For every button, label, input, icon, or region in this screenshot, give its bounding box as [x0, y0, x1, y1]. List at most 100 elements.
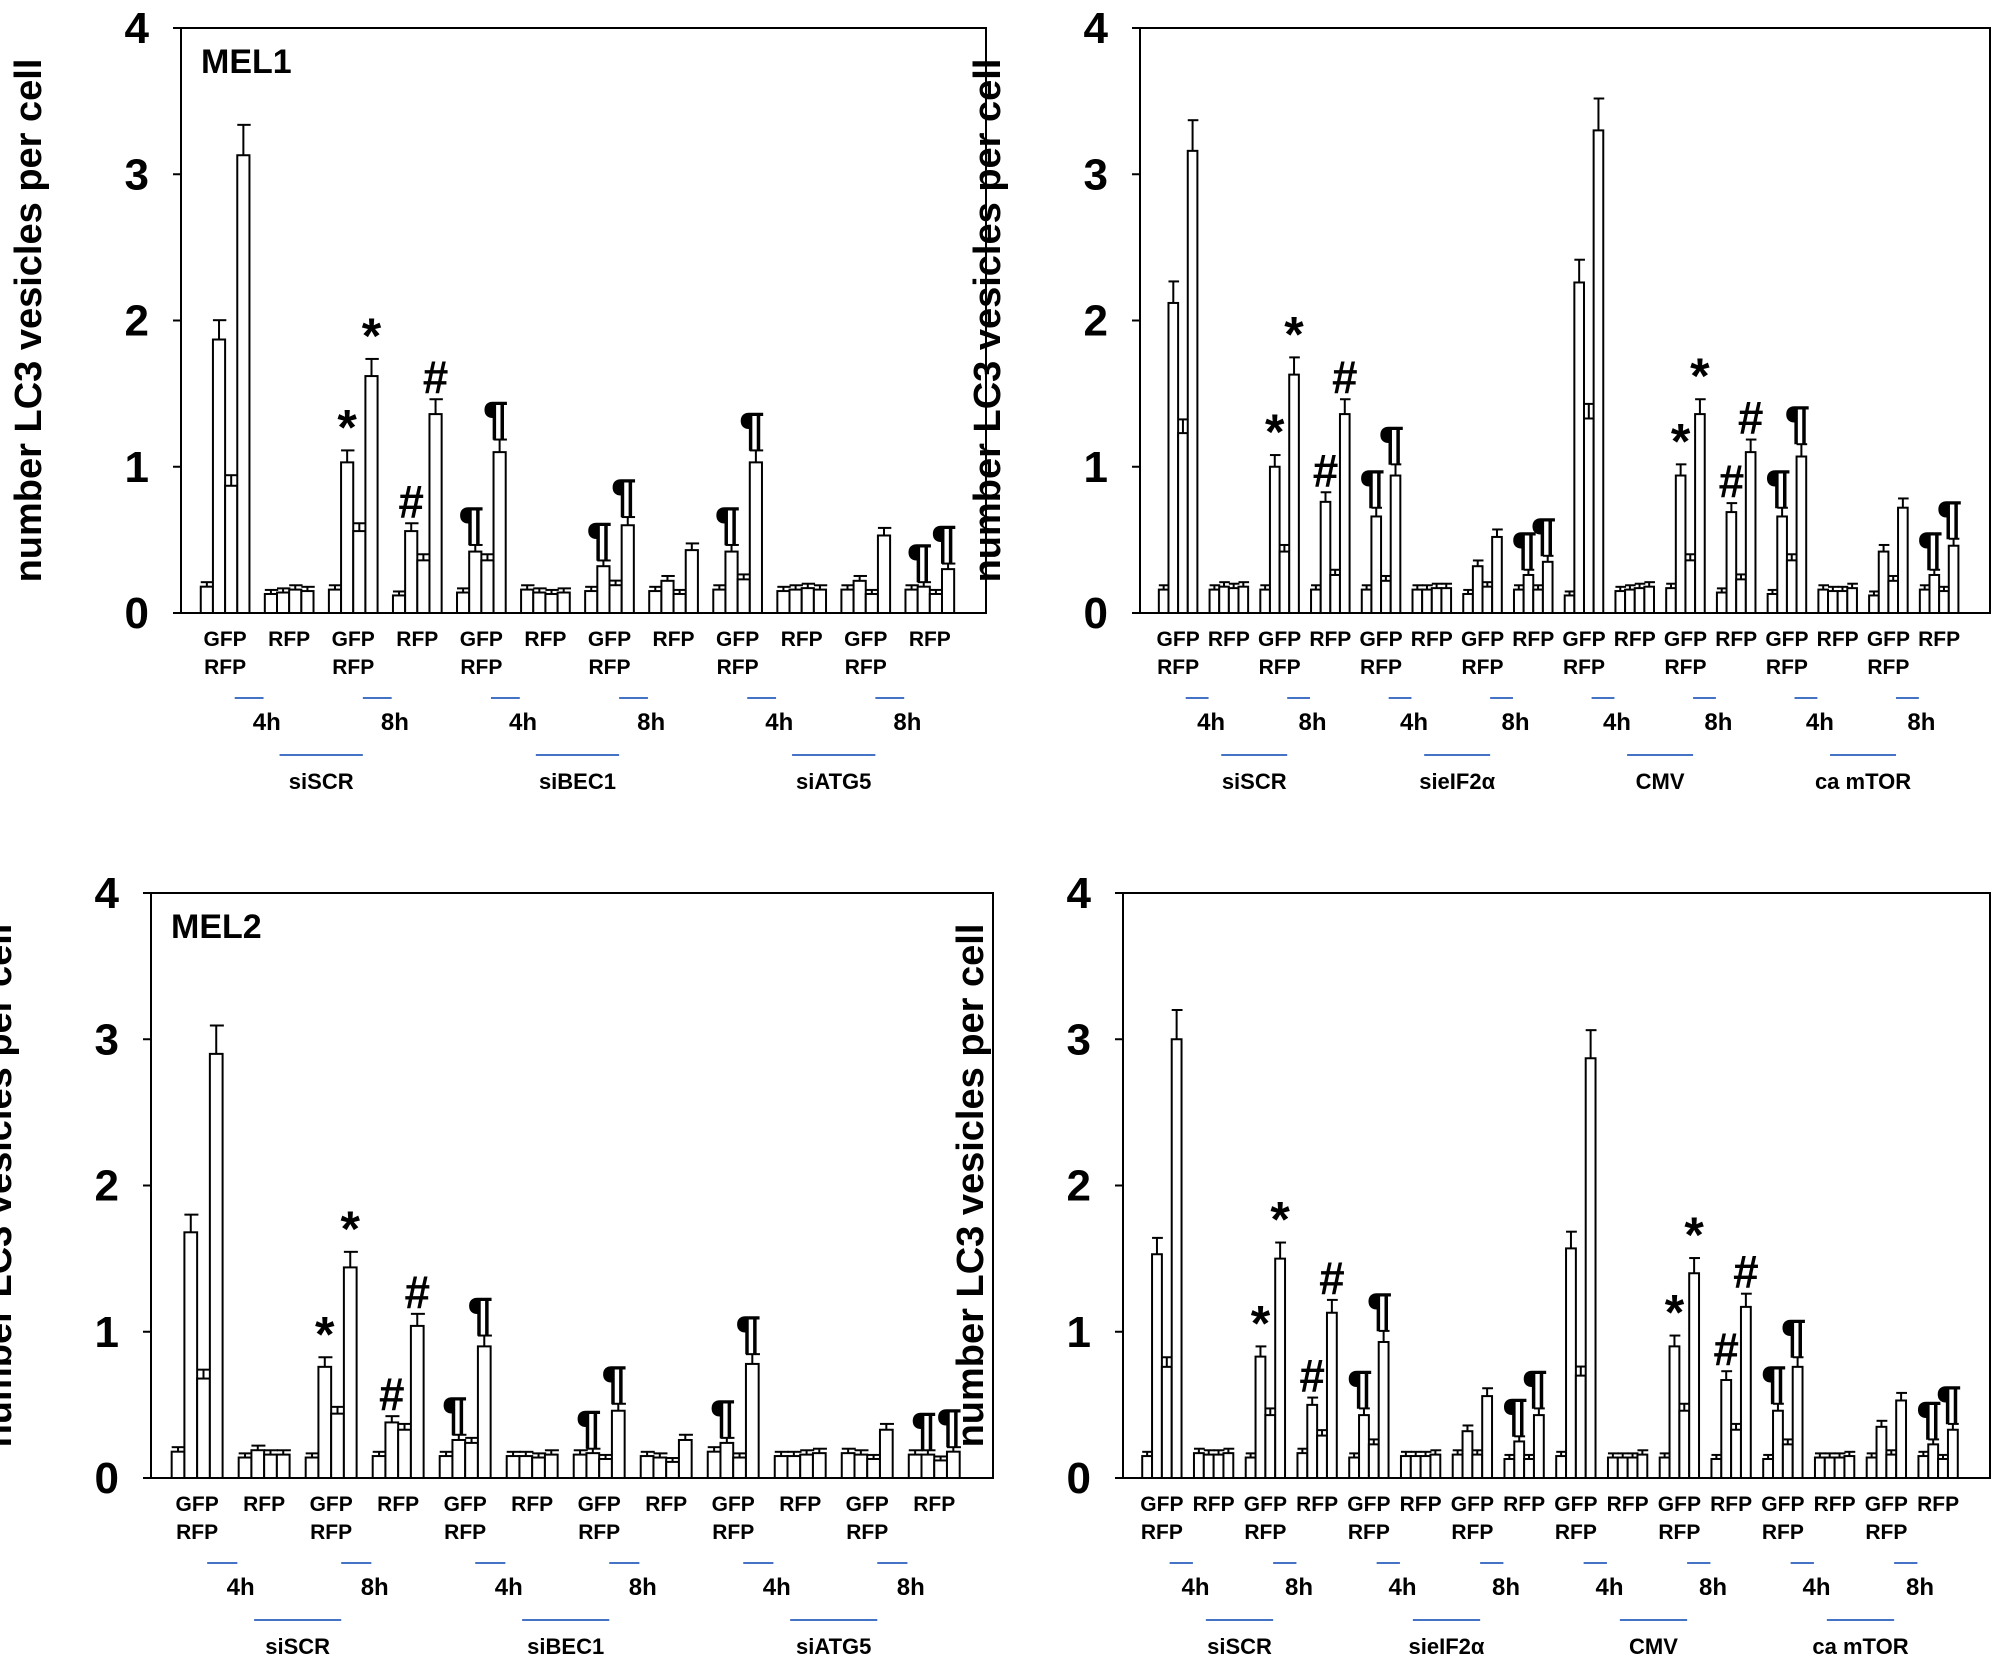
bar: [776, 590, 791, 614]
bar: [300, 590, 315, 614]
category-label: RFP: [1512, 628, 1554, 651]
significance-mark: ¶: [739, 402, 765, 454]
significance-mark: *: [341, 1201, 361, 1257]
bar: [224, 484, 239, 615]
bar: [904, 588, 919, 614]
bar: [1795, 455, 1808, 615]
bar: [1817, 588, 1830, 614]
category-label: RFP: [1244, 1521, 1286, 1544]
category-label: GFP: [578, 1493, 621, 1516]
treatment-label: siSCR: [1207, 1634, 1272, 1659]
category-label: RFP: [1309, 628, 1351, 651]
category-label: RFP: [204, 656, 246, 679]
bar: [1584, 1057, 1597, 1479]
time-label: 8h: [1299, 709, 1327, 736]
bar: [1208, 588, 1221, 614]
bar: [1715, 591, 1728, 615]
bar: [677, 1438, 693, 1479]
bar: [840, 1452, 856, 1479]
significance-mark: #: [379, 1368, 405, 1420]
bar: [275, 1453, 291, 1479]
bar: [1141, 1455, 1154, 1479]
bar: [1491, 535, 1503, 615]
time-label: 4h: [509, 709, 537, 736]
bar: [1592, 129, 1605, 614]
bar: [1895, 1399, 1908, 1480]
significance-mark: ¶: [715, 497, 741, 549]
category-label: RFP: [243, 1493, 285, 1516]
chart-panel-1: MEL1 number LC3 vesicles per cell 0 1 2 3 4 GFP…: [8, 4, 987, 794]
bar: [170, 1450, 186, 1480]
category-label: GFP: [846, 1493, 889, 1516]
chart-panel-2: number LC3 vesicles per cell 0 1 2 3 4 GFP RFP R…: [967, 4, 1991, 794]
bar: [275, 591, 291, 615]
category-label: RFP: [645, 1493, 687, 1516]
category-label: RFP: [1400, 1493, 1442, 1516]
category-label: RFP: [1918, 628, 1960, 651]
significance-mark: ¶: [1347, 1360, 1373, 1412]
significance-mark: ¶: [576, 1401, 602, 1453]
bar: [1151, 1253, 1163, 1480]
category-label: GFP: [844, 628, 887, 651]
category-label: RFP: [1917, 1493, 1959, 1516]
significance-mark: ¶: [1916, 1391, 1942, 1443]
time-label: 4h: [1802, 1574, 1830, 1601]
category-label: RFP: [268, 628, 310, 651]
bar: [1380, 579, 1392, 615]
time-label: 8h: [897, 1574, 925, 1601]
y-tick-label: 0: [95, 1454, 119, 1503]
category-label: GFP: [1562, 628, 1605, 651]
bar: [1338, 413, 1351, 614]
bar: [1846, 587, 1858, 615]
bar: [1624, 588, 1636, 614]
y-axis-label: number LC3 vesicles per cell: [967, 59, 1009, 583]
bar: [1865, 1456, 1878, 1480]
bar: [1918, 588, 1931, 614]
bar: [1170, 1038, 1183, 1479]
time-label: 4h: [1596, 1574, 1624, 1601]
significance-mark: ¶: [587, 512, 613, 564]
bar: [1358, 1414, 1370, 1480]
bar: [660, 579, 675, 615]
bar: [1766, 592, 1779, 614]
category-label: RFP: [1411, 628, 1453, 651]
bar: [1573, 281, 1585, 614]
y-tick-label: 3: [1067, 1015, 1091, 1064]
bar: [1532, 588, 1544, 614]
bar: [532, 591, 547, 615]
bar: [531, 1456, 546, 1480]
y-tick-label: 2: [125, 297, 149, 346]
bar: [788, 588, 803, 614]
treatment-label: siATG5: [796, 769, 871, 794]
category-label: GFP: [712, 1493, 755, 1516]
time-label: 8h: [1704, 709, 1732, 736]
significance-mark: ¶: [1379, 416, 1405, 468]
bar: [327, 588, 343, 614]
category-label: RFP: [913, 1493, 955, 1516]
bar: [409, 1324, 425, 1480]
significance-mark: #: [1733, 1246, 1759, 1298]
bar: [1688, 1272, 1701, 1479]
plot-frame: [1139, 27, 1991, 614]
significance-mark: ¶: [911, 1402, 937, 1454]
bar: [1411, 588, 1424, 614]
significance-mark: ¶: [1359, 460, 1385, 512]
treatment-label: siSCR: [1222, 769, 1287, 794]
bar: [1167, 301, 1180, 614]
bar: [945, 1450, 961, 1480]
category-label: GFP: [204, 628, 247, 651]
bar: [1674, 474, 1687, 614]
bar: [520, 588, 535, 614]
time-label: 8h: [361, 1574, 389, 1601]
y-tick-label: 4: [1067, 869, 1092, 918]
significance-mark: *: [1251, 1295, 1271, 1351]
treatment-label: siSCR: [265, 1634, 330, 1659]
time-label: 8h: [381, 709, 409, 736]
time-label: 4h: [1389, 1574, 1417, 1601]
category-label: RFP: [779, 1493, 821, 1516]
time-label: 8h: [893, 709, 921, 736]
bar: [1636, 1453, 1649, 1479]
time-label: 4h: [253, 709, 281, 736]
bar: [1399, 1455, 1412, 1479]
